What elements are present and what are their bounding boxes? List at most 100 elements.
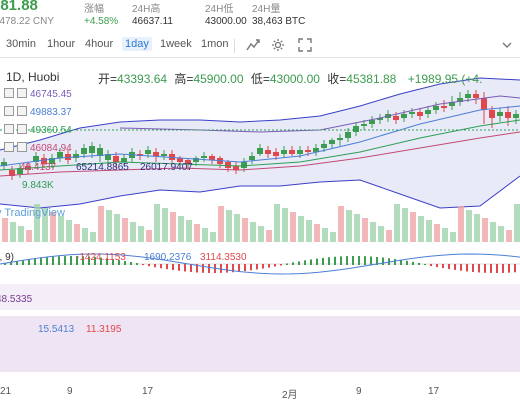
candle-body <box>497 112 503 116</box>
x-tick: 17 <box>428 386 440 397</box>
macd-bar <box>94 257 96 265</box>
candle-body <box>121 158 127 162</box>
volume-bar <box>466 210 472 242</box>
ma4-value: 46084.94 <box>30 143 72 154</box>
volume-bar <box>330 232 336 242</box>
price-chart[interactable]: 1D, Huobi 开=43393.64 高=45900.00 低=43000.… <box>0 58 520 400</box>
checkbox[interactable] <box>4 88 14 98</box>
macd-bar <box>424 263 426 265</box>
volume-bar <box>458 206 464 242</box>
low-value-legend: 43000.00 <box>269 72 320 86</box>
macd-bar <box>208 264 210 273</box>
candle-body <box>249 156 255 160</box>
ma-row-4[interactable]: 46084.94 <box>4 142 72 156</box>
candle-body <box>513 114 519 118</box>
symbol-label: 1D, Huobi <box>6 70 60 84</box>
candle-body <box>361 124 367 126</box>
volume-bar <box>282 208 288 242</box>
macd-bar <box>472 264 474 272</box>
ma-row-2[interactable]: 49883.37 <box>4 106 72 120</box>
interval-1mon[interactable]: 1mon <box>201 38 229 50</box>
volume-bar <box>298 216 304 242</box>
candle-body <box>281 150 287 154</box>
macd-bar <box>304 260 306 265</box>
interval-1week[interactable]: 1week <box>160 38 192 50</box>
macd-bar <box>454 264 456 270</box>
macd-bar <box>166 264 168 270</box>
candle-body <box>329 140 335 144</box>
fullscreen-icon[interactable] <box>298 38 312 52</box>
macd-bar <box>184 264 186 272</box>
macd-params: e, 9) <box>0 252 15 263</box>
macd-bar <box>328 257 330 265</box>
macd-bar <box>262 264 264 269</box>
indicator-icon[interactable] <box>246 38 260 52</box>
macd-bar <box>442 264 444 269</box>
volume-bar <box>434 224 440 242</box>
candle-body <box>105 154 111 160</box>
candle-body <box>369 120 375 124</box>
candle-body <box>9 170 15 176</box>
interval-1day[interactable]: 1day <box>122 37 152 51</box>
macd-bar <box>4 263 6 265</box>
volume-bar <box>130 222 136 242</box>
volume-bar <box>242 218 248 242</box>
macd-bar <box>148 264 150 267</box>
macd-bar <box>124 260 126 265</box>
interval-4hour[interactable]: 4hour <box>85 38 114 50</box>
volume-bar <box>338 206 344 242</box>
checkbox[interactable] <box>17 88 27 98</box>
checkbox[interactable] <box>17 142 27 152</box>
tradingview-watermark: y TradingView <box>0 207 65 219</box>
chart-canvas[interactable] <box>0 58 520 400</box>
volume-bar <box>266 230 272 242</box>
volume-bar <box>274 204 280 242</box>
open-label: 开= <box>98 72 118 86</box>
volume-bar <box>474 214 480 242</box>
checkbox[interactable] <box>4 142 14 152</box>
volume-bar <box>10 222 16 242</box>
ma-row-3[interactable]: 49360.54 <box>4 124 72 138</box>
macd-bar <box>508 264 510 273</box>
checkbox[interactable] <box>17 106 27 116</box>
interval-1hour[interactable]: 1hour <box>47 38 76 50</box>
macd-bar <box>274 264 276 267</box>
ma3-value: 49360.54 <box>30 125 72 136</box>
volume-bar <box>170 212 176 242</box>
volume-bar <box>178 216 184 242</box>
macd-bar <box>244 264 246 272</box>
volume-label-chart: 9.843K <box>22 180 54 191</box>
volume-bar <box>42 208 48 242</box>
kdj-background <box>0 316 520 372</box>
candle-body <box>57 152 63 158</box>
checkbox[interactable] <box>4 106 14 116</box>
volume-bar <box>322 228 328 242</box>
macd-bar <box>466 264 468 272</box>
chevron-down-icon[interactable] <box>500 38 514 52</box>
open-value: 43393.64 <box>117 72 168 86</box>
macd-bar <box>496 264 498 273</box>
candle-body <box>489 110 495 118</box>
volume-bar <box>290 212 296 242</box>
candle-body <box>441 106 447 108</box>
checkbox[interactable] <box>17 124 27 134</box>
macd-bar <box>490 264 492 273</box>
settings-icon[interactable] <box>271 38 285 52</box>
volume-bar <box>410 212 416 242</box>
candle-body <box>97 148 103 156</box>
candle-body <box>289 150 295 154</box>
low-label: 24H低 <box>205 4 234 15</box>
interval-30min[interactable]: 30min <box>6 38 36 50</box>
candle-body <box>225 162 231 168</box>
candle-body <box>1 162 7 166</box>
volume-bar <box>362 218 368 242</box>
macd-line-value: 1690.2376 <box>144 252 192 263</box>
ma-row-1[interactable]: 46745.45 <box>4 88 72 102</box>
volume-bar <box>514 204 520 242</box>
candle-body <box>161 154 167 156</box>
macd-bar <box>280 264 282 266</box>
checkbox[interactable] <box>4 124 14 134</box>
candle-body <box>417 112 423 116</box>
volume-bar <box>18 226 24 242</box>
volume-bar <box>354 214 360 242</box>
